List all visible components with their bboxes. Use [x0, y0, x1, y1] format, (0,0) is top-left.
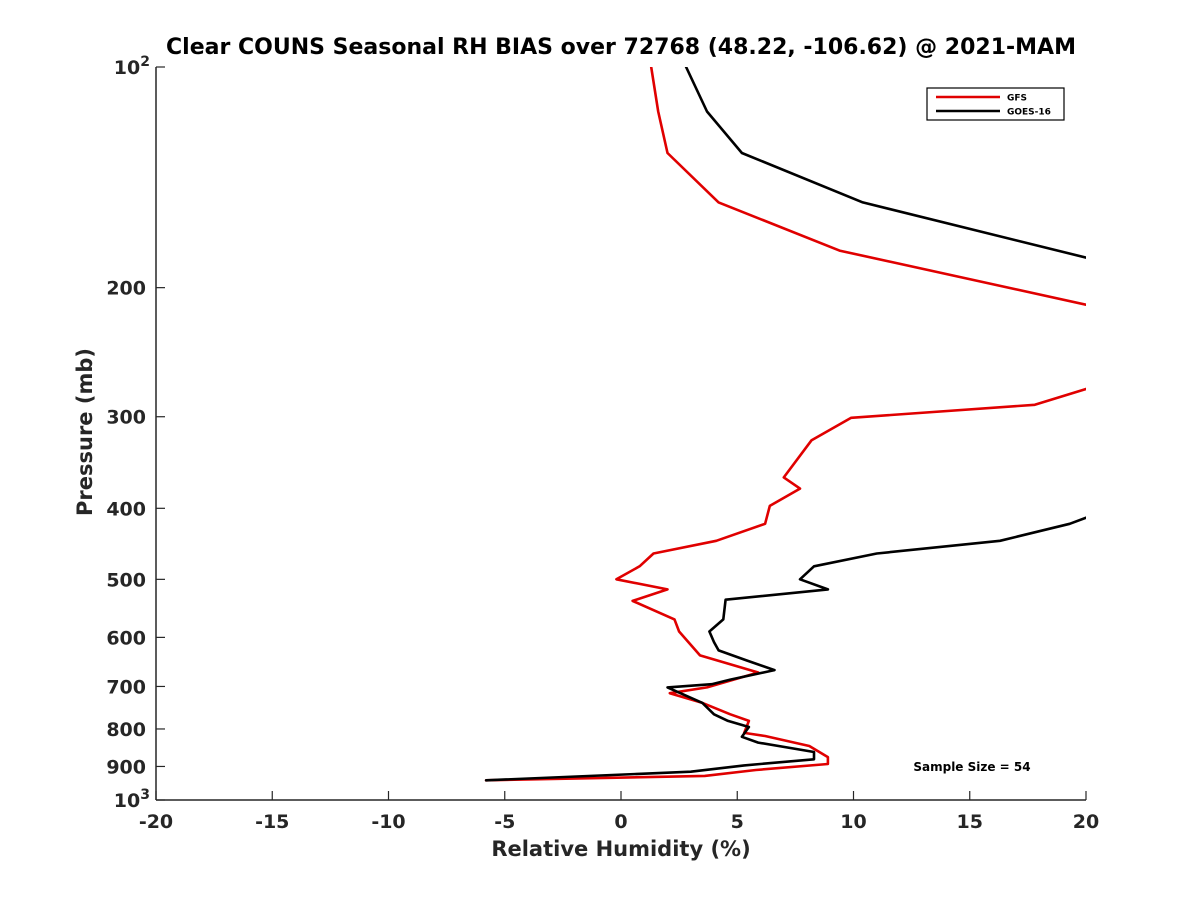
y-tick-label: 103	[114, 787, 150, 812]
sample-size-annotation: Sample Size = 54	[913, 760, 1030, 774]
x-tick-label: -20	[139, 811, 173, 833]
legend-label-goes-16: GOES-16	[1007, 108, 1051, 118]
series-line-goes-16-1	[684, 67, 1086, 259]
legend: GFS GOES-16	[926, 87, 1065, 121]
y-axis-title: Pressure (mb)	[73, 348, 97, 516]
series-line-goes-16-2	[484, 516, 1086, 782]
chart-title: Clear COUNS Seasonal RH BIAS over 72768 …	[166, 35, 1076, 60]
legend-label-gfs: GFS	[1007, 94, 1027, 104]
x-tick-label: 10	[840, 811, 866, 833]
y-tick-label: 800	[106, 719, 146, 741]
y-tick-label: 200	[106, 278, 146, 300]
series-line-gfs-1	[649, 67, 1086, 307]
y-tick-label: 600	[106, 627, 146, 649]
series-line-gfs-2	[484, 387, 1086, 782]
y-tick-label: 900	[106, 756, 146, 778]
series-group	[484, 67, 1086, 782]
legend-box	[926, 87, 1065, 121]
x-tick-label: 20	[1073, 811, 1099, 833]
x-tick-label: -10	[371, 811, 405, 833]
x-tick-label: -15	[255, 811, 289, 833]
y-tick-label: 400	[106, 498, 146, 520]
plot-area: -20 -15 -10 -5 0 5 10 15 20 102 200 300 400 500 600 700…	[106, 54, 1099, 833]
y-tick-label: 700	[106, 676, 146, 698]
x-tick-label: 0	[614, 811, 627, 833]
x-tick-label: 15	[957, 811, 983, 833]
y-tick-label: 300	[106, 407, 146, 429]
x-tick-label: 5	[731, 811, 744, 833]
x-tick-label: -5	[494, 811, 515, 833]
y-tick-label: 500	[106, 569, 146, 591]
x-axis-title: Relative Humidity (%)	[491, 837, 750, 861]
y-tick-label: 102	[114, 54, 150, 79]
